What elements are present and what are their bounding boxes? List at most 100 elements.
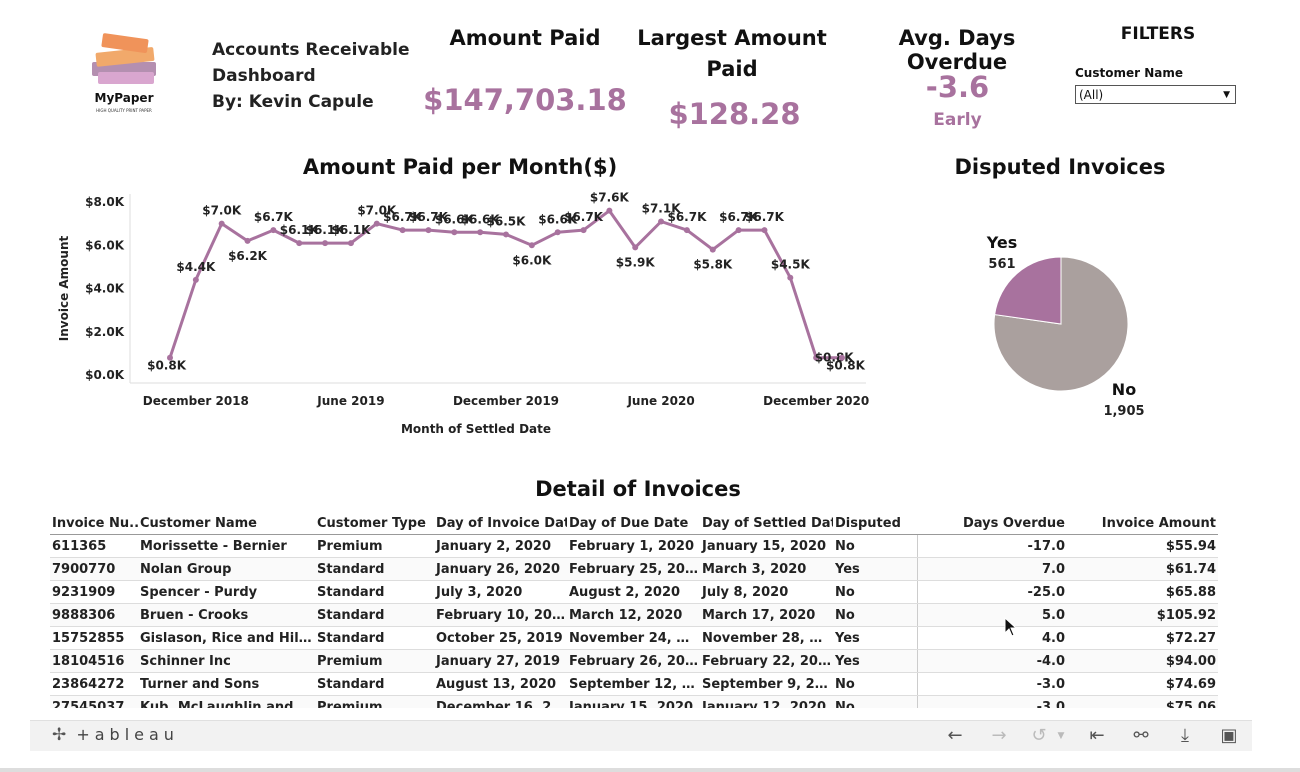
data-label: $7.0K: [357, 204, 397, 218]
table-cell: January 27, 2019: [434, 649, 567, 673]
table-row[interactable]: 15752855 Gislason, Rice and Hilpert Standa…: [50, 626, 1218, 650]
invoice-detail-table[interactable]: Invoice Nu.. Customer Name Customer Type Da…: [50, 512, 1220, 708]
table-cell: $105.92: [1067, 603, 1218, 627]
table-cell: February 22, 2019: [700, 649, 833, 673]
data-point: [813, 354, 820, 361]
table-cell: 4.0: [917, 626, 1067, 650]
data-label: $6.7K: [564, 210, 604, 224]
revert-button[interactable]: ↺: [1026, 724, 1052, 748]
column-header[interactable]: Day of Invoice Date: [434, 512, 567, 535]
table-cell: Morissette - Bernier: [138, 534, 315, 558]
data-point: [554, 229, 561, 236]
pie-label-yes: Yes: [986, 233, 1018, 252]
column-header[interactable]: Customer Name: [138, 512, 315, 535]
column-header[interactable]: Days Overdue: [917, 512, 1067, 535]
column-header[interactable]: Day of Due Date: [567, 512, 700, 535]
table-cell: 15752855: [50, 626, 138, 650]
avg-days-overdue-label: Early: [933, 110, 982, 130]
data-point: [683, 227, 690, 234]
data-point: [477, 229, 484, 236]
line-chart-svg: $0.0K $2.0K $4.0K $6.0K $8.0K December 2018 Ju…: [57, 191, 869, 436]
table-row[interactable]: 23864272 Turner and Sons Standard August 13…: [50, 672, 1218, 696]
avg-days-overdue-title: Avg. Days Overdue: [898, 26, 1016, 74]
table-cell: No: [833, 534, 918, 558]
table-cell: January 2, 2020: [434, 534, 567, 558]
data-point: [270, 227, 277, 234]
table-cell: Standard: [315, 672, 434, 696]
x-tick-label: June 2019: [316, 394, 384, 408]
table-cell: December 16, 2019: [434, 695, 567, 708]
table-cell: 5.0: [917, 603, 1067, 627]
x-tick-label: December 2019: [453, 394, 559, 408]
data-point: [347, 240, 354, 247]
x-tick-label: June 2020: [626, 394, 694, 408]
column-header[interactable]: Day of Settled Date: [700, 512, 833, 535]
table-cell: March 17, 2020: [700, 603, 833, 627]
undo-button[interactable]: ←: [942, 724, 968, 748]
column-header[interactable]: Invoice Amount: [1067, 512, 1218, 535]
table-row[interactable]: 18104516 Schinner Inc Premium January 27, 2…: [50, 649, 1218, 673]
x-tick-label: December 2020: [763, 394, 869, 408]
pie-chart-title: Disputed Invoices: [954, 155, 1166, 179]
table-cell: No: [833, 603, 918, 627]
fullscreen-button[interactable]: ▣: [1216, 724, 1242, 748]
table-title: Detail of Invoices: [535, 477, 741, 501]
column-header[interactable]: Customer Type: [315, 512, 434, 535]
data-point: [632, 244, 639, 251]
disputed-invoices-pie-chart[interactable]: Yes 561 No 1,905: [960, 225, 1190, 425]
table-header-row: Invoice Nu.. Customer Name Customer Type Da…: [50, 512, 1218, 535]
table-cell: November 28, 2019: [700, 626, 833, 650]
data-point: [528, 242, 535, 249]
filters-title: FILTERS: [1120, 24, 1196, 44]
customer-name-dropdown[interactable]: (All) ▼: [1075, 85, 1236, 104]
table-cell: August 2, 2020: [567, 580, 700, 604]
table-cell: 9231909: [50, 580, 138, 604]
table-row[interactable]: 9888306 Bruen - Crooks Standard February 10…: [50, 603, 1218, 627]
undo-icon: ←: [947, 725, 963, 746]
amount-paid-line-chart[interactable]: $0.0K $2.0K $4.0K $6.0K $8.0K December 2018 Ju…: [50, 190, 880, 450]
table-body: 611365 Morissette - Bernier Premium January…: [50, 534, 1218, 708]
data-label: $6.0K: [512, 253, 552, 267]
data-point: [399, 227, 406, 234]
data-label: $6.2K: [228, 249, 268, 263]
table-cell: Schinner Inc: [138, 649, 315, 673]
table-row[interactable]: 611365 Morissette - Bernier Premium January…: [50, 534, 1218, 558]
revert-menu-button[interactable]: ▼: [1054, 724, 1068, 748]
column-header[interactable]: Disputed: [833, 512, 917, 535]
table-cell: February 26, 2019: [567, 649, 700, 673]
column-header[interactable]: Invoice Nu..: [50, 512, 138, 535]
reset-button[interactable]: ⇤: [1084, 724, 1110, 748]
data-point: [373, 220, 380, 227]
tableau-brand[interactable]: ✢ +ableau: [52, 725, 179, 745]
data-point: [167, 354, 173, 361]
table-cell: September 9, 2020: [700, 672, 833, 696]
table-row[interactable]: 7900770 Nolan Group Standard January 26, 20…: [50, 557, 1218, 581]
data-point: [244, 237, 251, 244]
table-cell: Nolan Group: [138, 557, 315, 581]
tableau-toolbar: ✢ +ableau ← → ↺ ▼ ⇤ ⚯ ⤓ ▣: [30, 720, 1252, 751]
redo-button[interactable]: →: [986, 724, 1012, 748]
data-point: [839, 354, 845, 361]
chevron-down-icon: ▼: [1057, 731, 1065, 741]
x-axis-title: Month of Settled Date: [401, 422, 551, 436]
data-label: $6.5K: [487, 214, 527, 228]
data-point: [503, 231, 509, 238]
data-label: $6.1K: [331, 223, 371, 237]
data-label: $6.6K: [435, 212, 475, 226]
share-button[interactable]: ⚯: [1128, 724, 1154, 748]
table-cell: Turner and Sons: [138, 672, 315, 696]
data-label: $6.7K: [719, 210, 759, 224]
y-tick-label: $0.0K: [85, 368, 125, 382]
table-cell: -17.0: [917, 534, 1067, 558]
x-tick-label: December 2018: [143, 394, 249, 408]
download-button[interactable]: ⤓: [1172, 724, 1198, 748]
y-axis-title: Invoice Amount: [57, 236, 71, 342]
table-cell: February 10, 2020: [434, 603, 567, 627]
share-icon: ⚯: [1133, 725, 1149, 746]
table-cell: -4.0: [917, 649, 1067, 673]
dashboard-author: By: Kevin Capule: [212, 92, 374, 112]
table-row[interactable]: 9231909 Spencer - Purdy Standard July 3, 20…: [50, 580, 1218, 604]
y-tick-label: $4.0K: [85, 282, 125, 296]
download-icon: ⤓: [1181, 725, 1189, 746]
